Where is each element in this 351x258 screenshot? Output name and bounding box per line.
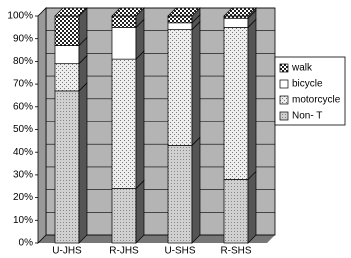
legend-label: motorcycle: [292, 95, 341, 106]
x-tick-label: R-JHS: [109, 246, 139, 257]
bar-top: [167, 7, 201, 17]
bar: [167, 22, 193, 30]
bar: [111, 58, 137, 189]
y-tick-label: 100%: [7, 11, 33, 22]
bar: [223, 179, 249, 244]
bar: [167, 145, 193, 244]
bar: [167, 29, 193, 146]
y-tick-label: 40%: [13, 147, 33, 158]
bar: [167, 15, 193, 24]
legend-swatch: [279, 111, 289, 121]
bar-top: [223, 7, 257, 17]
bar: [54, 15, 80, 46]
x-tick-label: R-SHS: [220, 246, 251, 257]
y-tick-label: 10%: [13, 215, 33, 226]
bar-side: [191, 136, 201, 244]
bar: [54, 63, 80, 92]
y-tick-label: 70%: [13, 79, 33, 90]
bar: [111, 27, 137, 60]
legend-swatch: [279, 95, 289, 105]
y-tick-label: 0%: [19, 238, 34, 249]
bar: [111, 15, 137, 28]
bar: [111, 188, 137, 244]
y-tick-label: 80%: [13, 56, 33, 67]
bar: [54, 45, 80, 65]
y-tick-label: 60%: [13, 101, 33, 112]
y-tick-label: 50%: [13, 124, 33, 135]
bar-top: [111, 7, 145, 17]
legend-label: bicycle: [292, 79, 323, 90]
y-tick-label: 30%: [13, 170, 33, 181]
bar-side: [135, 50, 145, 190]
bar: [54, 90, 80, 244]
bar-side: [247, 170, 257, 244]
legend-swatch: [279, 79, 289, 89]
bar: [223, 27, 249, 180]
bar-side: [78, 82, 88, 244]
side-wall: [37, 7, 47, 244]
x-tick-label: U-JHS: [52, 246, 82, 257]
bar-top: [54, 7, 88, 17]
legend-swatch: [279, 63, 289, 73]
bar-side: [135, 179, 145, 244]
bar-side: [247, 18, 257, 181]
bar: [223, 17, 249, 28]
floor: [38, 235, 275, 243]
y-tick-label: 20%: [13, 192, 33, 203]
bar-side: [191, 20, 201, 147]
y-tick-label: 90%: [13, 33, 33, 44]
legend-label: Non- T: [292, 111, 322, 122]
x-tick-label: U-SHS: [164, 246, 195, 257]
legend-label: walk: [291, 63, 313, 74]
